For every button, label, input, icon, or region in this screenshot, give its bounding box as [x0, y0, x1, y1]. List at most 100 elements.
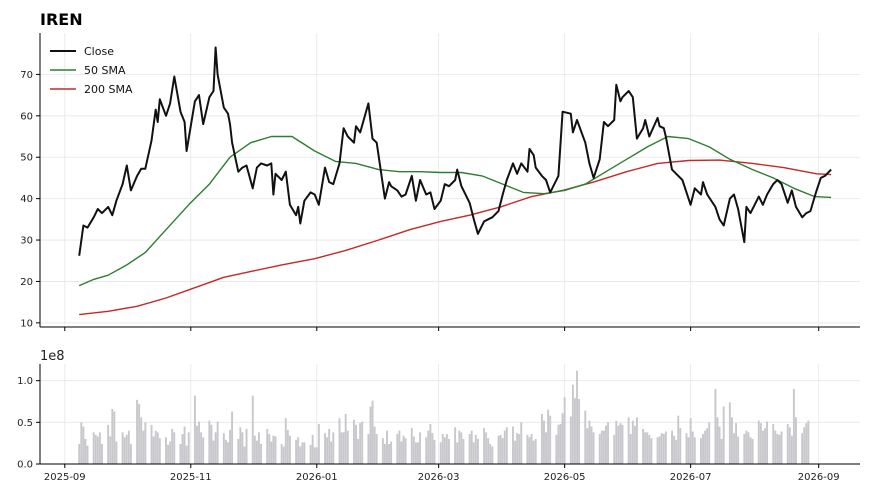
volume-bar: [330, 441, 333, 464]
volume-bar: [520, 422, 523, 464]
volume-bar: [373, 426, 376, 464]
price-y-tick-label: 40: [20, 194, 33, 205]
volume-bar: [602, 430, 605, 464]
volume-bar: [489, 444, 492, 464]
volume-y-tick-label: 0.5: [17, 418, 33, 429]
volume-bar: [179, 444, 182, 464]
volume-bar: [231, 411, 234, 464]
x-tick-label: 2026-01: [296, 472, 338, 483]
volume-bar: [629, 434, 632, 464]
volume-bar: [545, 432, 547, 464]
volume-bar: [241, 432, 244, 464]
volume-bar: [410, 428, 413, 464]
price-y-tick-label: 10: [20, 318, 33, 329]
volume-bar: [737, 436, 740, 464]
volume-bar: [780, 431, 783, 464]
volume-bar: [297, 437, 300, 464]
volume-bar: [111, 409, 114, 464]
volume-bar: [301, 442, 304, 464]
volume-bar: [691, 431, 694, 464]
volume-bar: [656, 437, 659, 464]
volume-bar: [584, 410, 587, 464]
volume-bar: [404, 438, 407, 464]
volume-bar: [400, 441, 403, 464]
volume-bar: [472, 442, 475, 464]
x-tick-label: 2026-07: [670, 472, 712, 483]
volume-bar: [260, 444, 262, 464]
volume-bar: [547, 409, 550, 464]
volume-bar: [402, 435, 405, 464]
volume-bar: [237, 439, 240, 464]
volume-bar: [576, 370, 578, 464]
volume-bar: [518, 434, 521, 464]
volume-bar: [528, 437, 531, 464]
legend: Close 50 SMA 200 SMA: [50, 45, 133, 96]
volume-bar: [778, 434, 781, 464]
volume-bar: [342, 432, 345, 464]
volume-bar: [764, 428, 766, 464]
volume-bar: [295, 439, 298, 464]
volume-bar: [590, 426, 593, 464]
volume-bar: [706, 428, 709, 464]
volume-bar: [340, 432, 343, 464]
volume-bar: [563, 397, 566, 464]
volume-bar: [280, 444, 283, 464]
volume-bar: [650, 438, 653, 464]
volume-bar: [224, 439, 227, 464]
volume-bar: [361, 421, 364, 464]
volume-bar: [96, 436, 99, 464]
volume-bar: [557, 424, 560, 464]
volume-bar: [499, 434, 502, 464]
volume-bar: [229, 429, 231, 464]
volume-bar: [743, 434, 746, 464]
volume-bar: [212, 440, 215, 464]
volume-bar: [441, 434, 444, 464]
volume-x-axis-ticks: 2025-09 2025-11 2026-01 2026-03 2026-05 2026-…: [44, 464, 840, 483]
volume-bar: [592, 432, 595, 464]
volume-bar: [689, 418, 692, 464]
volume-bar: [282, 446, 285, 464]
x-tick-label: 2025-09: [44, 472, 86, 483]
x-tick-label: 2026-09: [798, 472, 840, 483]
x-tick-label: 2026-03: [418, 472, 460, 483]
volume-bar: [86, 445, 89, 464]
volume-bar: [704, 430, 707, 464]
sma-200-line: [79, 159, 832, 316]
volume-bar: [671, 430, 673, 464]
volume-bar: [497, 435, 500, 464]
price-panel: 10 20 30 40 50 60 70 Close 50 SMA 200 SMA: [20, 33, 860, 331]
volume-bar: [123, 437, 126, 464]
price-y-tick-label: 60: [20, 111, 33, 122]
volume-bar: [631, 420, 634, 464]
volume-bar: [503, 430, 506, 464]
volume-bar: [185, 445, 188, 464]
volume-bar: [745, 430, 748, 464]
volume-bar: [460, 432, 463, 464]
volume-bar: [355, 424, 357, 464]
volume-bar: [700, 438, 702, 464]
legend-label-sma-50-line: 50 SMA: [84, 64, 126, 77]
volume-bar: [427, 430, 430, 464]
volume-bar: [288, 435, 291, 464]
price-y-tick-label: 30: [20, 236, 33, 247]
volume-bar: [646, 432, 649, 464]
volume-panel: 1e8 0.0 0.5 1.0 2025-09 2025-11 2026-01 2026-…: [17, 349, 860, 483]
volume-bar: [786, 424, 789, 464]
volume-bar: [772, 424, 775, 464]
volume-bar: [193, 395, 196, 464]
volume-bar: [268, 434, 271, 464]
volume-bar: [615, 420, 618, 464]
volume-bar: [144, 422, 147, 464]
volume-bar: [208, 420, 211, 464]
volume-bar: [443, 437, 446, 464]
volume-bar: [514, 440, 517, 464]
volume-bar: [202, 437, 205, 464]
volume-bar: [660, 433, 663, 464]
volume-bar: [578, 399, 581, 464]
volume-bar: [317, 424, 320, 464]
volume-bar: [84, 439, 87, 464]
volume-bar: [604, 425, 607, 464]
volume-bar: [774, 430, 777, 464]
volume-bar: [171, 429, 174, 464]
volume-bar: [417, 442, 419, 464]
